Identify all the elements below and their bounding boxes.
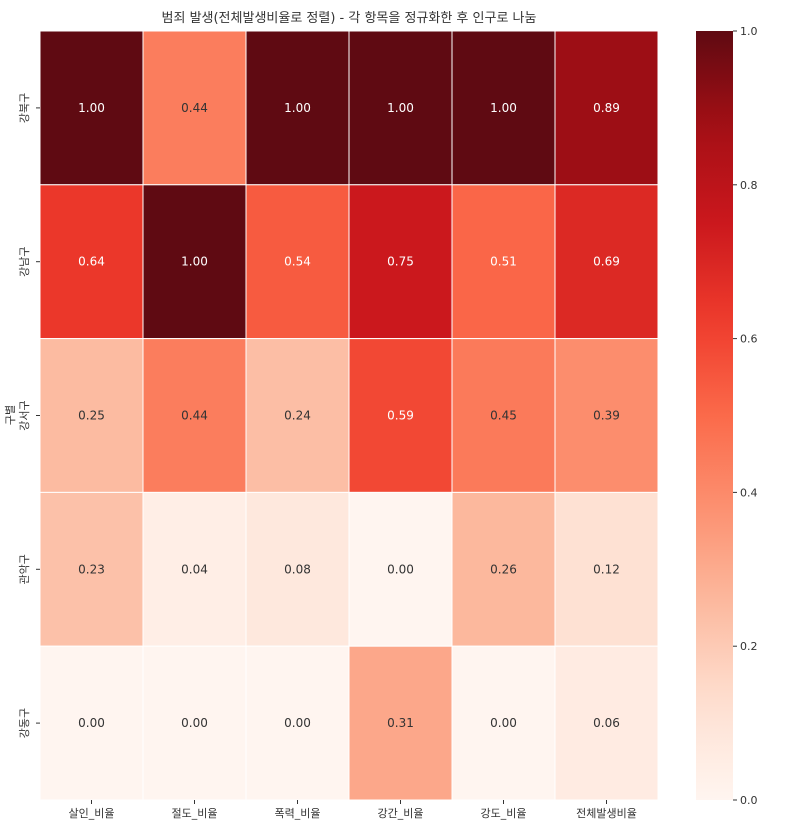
colorbar-tick-label: 0.0 [740,794,758,807]
cell-value-label: 0.89 [593,101,620,115]
colorbar-tick-label: 0.6 [740,333,758,346]
cell-value-label: 0.00 [181,716,208,730]
x-tick-label: 강도_비율 [481,807,527,820]
cell-value-label: 0.31 [387,716,414,730]
cell-value-label: 1.00 [78,101,105,115]
heatmap-cell [142,491,247,647]
cell-value-label: 1.00 [181,255,208,269]
cell-labels: 1.00 0.44 1.00 1.00 1.00 0.89 0.64 1.00 0.54 0.75… [78,101,620,730]
cell-value-label: 0.44 [181,101,208,115]
heatmap-cell [39,30,144,186]
heatmap-cell [142,338,247,493]
x-tick-label: 강간_비율 [378,807,424,820]
x-tick-label: 절도_비율 [172,807,218,820]
x-tick-label: 살인_비율 [69,807,115,820]
colorbar-ticks: 0.0 0.2 0.4 0.6 0.8 1.0 [733,25,758,807]
cell-value-label: 0.24 [284,409,311,423]
cell-value-label: 0.25 [78,409,105,423]
cell-value-label: 0.26 [490,562,517,576]
cell-value-label: 1.00 [490,101,517,115]
cell-value-label: 0.04 [181,562,208,576]
cell-value-label: 0.59 [387,409,414,423]
cell-value-label: 0.00 [284,716,311,730]
cell-value-label: 0.00 [387,562,414,576]
heatmap-cell [245,338,350,493]
cell-value-label: 0.51 [490,255,517,269]
cell-value-label: 0.00 [490,716,517,730]
heatmap-cell [451,645,556,801]
cell-value-label: 0.64 [78,255,105,269]
heatmap-cell [39,338,144,493]
heatmap-cell [348,645,453,801]
y-axis-label: 구별 [4,405,17,425]
heatmap-cell [348,491,453,647]
heatmap-cell [554,491,659,647]
y-tick-label: 강동구 [18,708,31,738]
heatmap-cell [142,30,247,186]
cell-value-label: 0.44 [181,409,208,423]
x-tick-label: 전체발생비율 [576,807,637,820]
colorbar-tick-label: 0.4 [740,486,758,499]
cell-value-label: 1.00 [284,101,311,115]
heatmap-cell [554,338,659,493]
x-tick-label: 폭력_비율 [275,807,321,820]
cell-value-label: 0.75 [387,255,414,269]
y-tick-label: 강남구 [18,247,31,277]
heatmap-cell [554,184,659,340]
cell-value-label: 0.69 [593,255,620,269]
y-tick-label: 관악구 [18,554,31,584]
heatmap-cell [348,30,453,186]
x-axis-ticks: 살인_비율 절도_비율 폭력_비율 강간_비율 강도_비율 전체발생비율 [69,800,637,820]
heatmap-cell [245,30,350,186]
cell-value-label: 1.00 [387,101,414,115]
cell-value-label: 0.23 [78,562,105,576]
y-tick-label: 강북구 [18,93,31,123]
heatmap-cell [451,491,556,647]
heatmap-cell [554,645,659,801]
colorbar [696,31,733,800]
cell-value-label: 0.08 [284,562,311,576]
heatmap-cell [245,491,350,647]
cell-value-label: 0.45 [490,409,517,423]
colorbar-tick-label: 0.8 [740,179,758,192]
heatmap-cell [554,30,659,186]
cell-value-label: 0.54 [284,255,311,269]
heatmap-cell [451,30,556,186]
heatmap-cells [39,30,659,801]
cell-value-label: 0.39 [593,409,620,423]
heatmap-cell [451,338,556,493]
heatmap-cell [39,491,144,647]
heatmap-cell [348,184,453,340]
heatmap-cell [39,645,144,801]
chart-title: 범죄 발생(전체발생비율로 정렬) - 각 항목을 정규화한 후 인구로 나눔 [162,11,537,26]
heatmap-cell [348,338,453,493]
cell-value-label: 0.06 [593,716,620,730]
cell-value-label: 0.00 [78,716,105,730]
y-tick-label: 강서구 [18,400,31,430]
heatmap-cell [245,645,350,801]
heatmap-cell [142,184,247,340]
colorbar-tick-label: 1.0 [740,25,758,38]
colorbar-tick-label: 0.2 [740,640,758,653]
cell-value-label: 0.12 [593,562,620,576]
